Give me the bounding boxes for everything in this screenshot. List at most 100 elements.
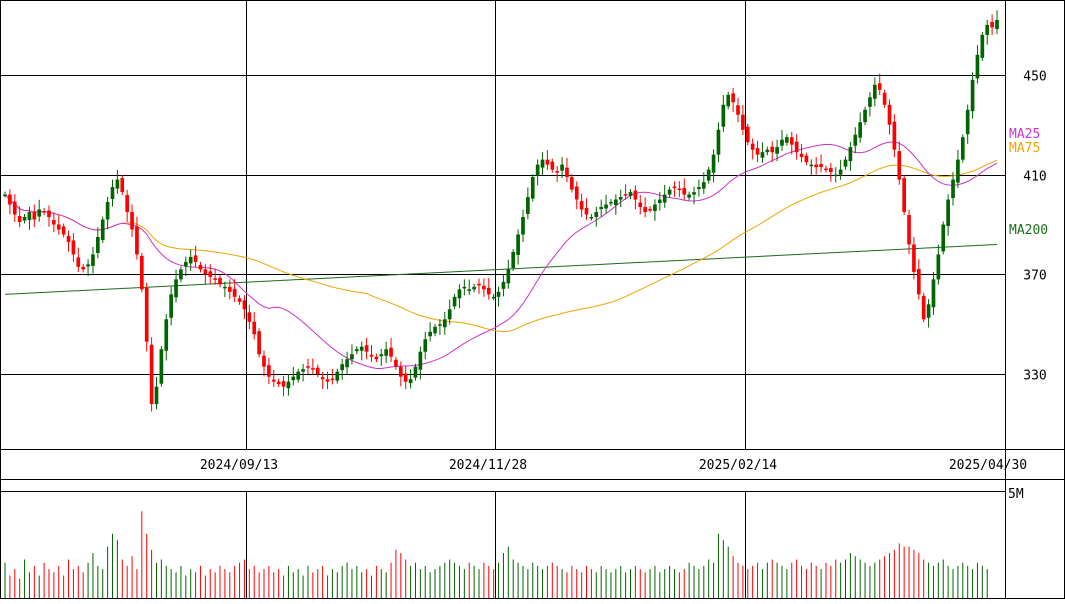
candle-up	[447, 309, 452, 320]
date-tick-label: 2025/04/30	[949, 458, 1027, 473]
candle-up	[491, 296, 496, 299]
candle-up	[438, 324, 442, 326]
candle-down	[403, 373, 408, 382]
candle-up	[384, 349, 388, 356]
candle-up	[667, 189, 672, 195]
candle-up	[560, 164, 564, 171]
candle-up	[159, 349, 164, 384]
candle-down	[227, 286, 232, 292]
candle-up	[540, 159, 545, 168]
candle-up	[179, 269, 183, 280]
candle-down	[482, 285, 486, 290]
candle-up	[697, 187, 701, 190]
candle-up	[164, 319, 169, 351]
candle-up	[868, 97, 872, 107]
candle-up	[340, 364, 345, 371]
ma75-line	[4, 159, 998, 333]
candle-up	[472, 286, 476, 290]
candle-up	[662, 194, 667, 203]
candle-up	[296, 371, 301, 380]
candle-down	[394, 359, 398, 367]
candle-up	[379, 354, 384, 357]
candle-up	[985, 24, 990, 35]
candle-up	[169, 294, 173, 318]
candle-down	[47, 210, 51, 218]
candle-up	[599, 207, 604, 210]
candle-up	[37, 209, 42, 217]
candle-down	[736, 105, 740, 115]
candle-down	[237, 298, 242, 302]
candle-down	[56, 224, 61, 230]
candle-down	[916, 268, 921, 295]
candle-up	[115, 179, 120, 189]
candle-down	[882, 92, 887, 105]
candle-up	[721, 104, 726, 127]
candle-down	[741, 114, 745, 130]
candle-up	[521, 217, 525, 235]
candle-up	[413, 366, 418, 378]
candle-down	[745, 126, 750, 143]
candle-up	[706, 169, 711, 181]
candle-down	[364, 345, 369, 352]
candle-down	[208, 271, 213, 277]
candle-down	[486, 287, 491, 295]
candle-down	[232, 288, 237, 297]
candle-up	[589, 217, 594, 219]
candle-up	[687, 194, 691, 198]
candle-up	[941, 224, 946, 252]
candle-down	[267, 365, 271, 377]
candle-up	[785, 137, 789, 143]
candle-up	[843, 159, 848, 167]
candle-down	[477, 283, 481, 286]
candle-down	[276, 381, 281, 385]
candle-down	[149, 344, 154, 405]
candle-up	[701, 182, 706, 189]
candle-down	[623, 194, 628, 196]
candle-up	[516, 234, 520, 255]
candle-up	[96, 236, 100, 253]
candle-up	[618, 197, 623, 200]
candle-down	[672, 186, 677, 189]
price-tick-label: 410	[1023, 170, 1046, 185]
candle-up	[496, 291, 501, 297]
candle-up	[726, 94, 731, 107]
candle-up	[335, 371, 340, 381]
candle-up	[936, 254, 941, 280]
date-tick-label: 2024/11/28	[449, 458, 527, 473]
candle-up	[408, 379, 413, 384]
candle-up	[183, 261, 188, 267]
date-tick-label: 2024/09/13	[200, 458, 278, 473]
candle-down	[770, 146, 775, 153]
candle-up	[760, 152, 765, 158]
candle-down	[682, 188, 687, 195]
candle-down	[731, 93, 735, 103]
candle-up	[433, 326, 437, 334]
candle-down	[242, 300, 247, 310]
candle-down	[555, 171, 560, 173]
candle-up	[27, 212, 32, 221]
candle-down	[315, 367, 320, 375]
candle-down	[144, 287, 149, 342]
candle-up	[926, 304, 931, 318]
candle-down	[545, 159, 550, 165]
candle-down	[794, 141, 799, 153]
candle-up	[301, 369, 305, 372]
candle-down	[398, 366, 403, 377]
date-tick-label: 2025/02/14	[699, 458, 777, 473]
candle-up	[105, 202, 110, 220]
candle-down	[12, 201, 17, 215]
candle-up	[858, 122, 863, 138]
candle-up	[838, 169, 843, 175]
candle-down	[369, 354, 374, 357]
candle-up	[442, 319, 447, 328]
candle-up	[657, 199, 662, 204]
candle-up	[22, 217, 27, 221]
candle-down	[389, 347, 393, 357]
candle-down	[139, 255, 144, 290]
candle-down	[570, 177, 574, 190]
candle-up	[530, 177, 535, 199]
candle-up	[418, 351, 423, 370]
